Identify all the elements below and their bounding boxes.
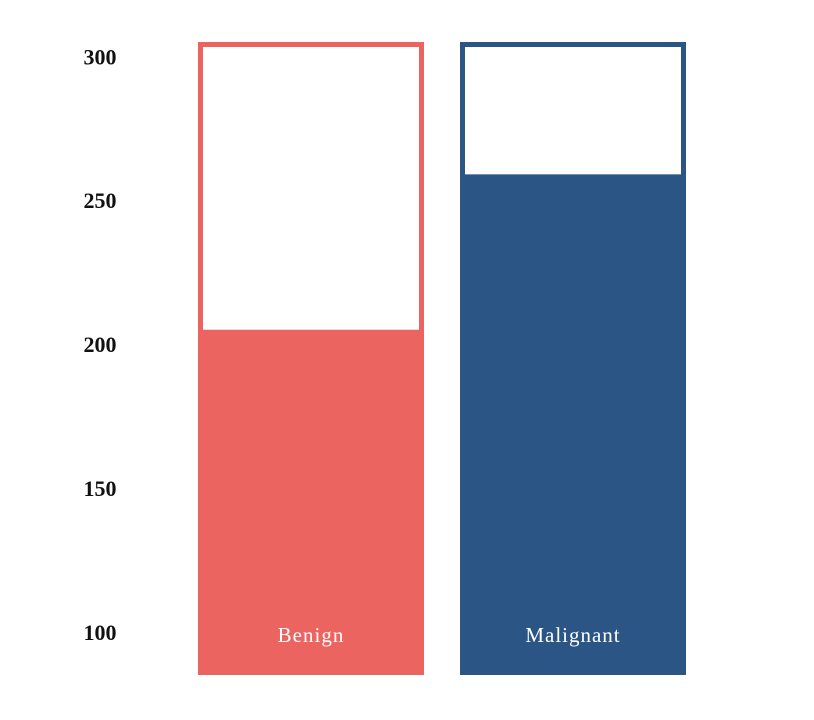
bar bbox=[198, 329, 424, 675]
x-tick-label: Malignant bbox=[525, 623, 620, 647]
y-tick-label: 250 bbox=[84, 188, 117, 213]
y-tick-label: 300 bbox=[84, 44, 117, 69]
y-tick-label: 200 bbox=[84, 332, 117, 357]
y-tick-label: 100 bbox=[84, 620, 117, 645]
x-tick-label: Benign bbox=[278, 623, 345, 647]
bar bbox=[460, 174, 686, 675]
y-tick-label: 150 bbox=[84, 476, 117, 501]
